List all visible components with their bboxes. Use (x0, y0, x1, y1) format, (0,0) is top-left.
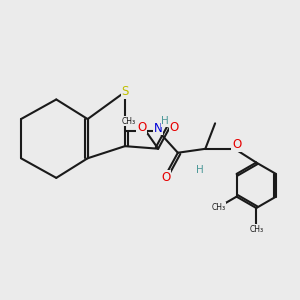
Text: CH₃: CH₃ (249, 225, 263, 234)
Text: O: O (169, 121, 178, 134)
Text: CH₃: CH₃ (122, 117, 136, 126)
Text: S: S (121, 85, 129, 98)
Text: O: O (161, 171, 171, 184)
Text: H: H (196, 165, 203, 176)
Text: O: O (232, 138, 241, 152)
Text: H: H (161, 116, 169, 126)
Text: N: N (154, 122, 163, 134)
Text: CH₃: CH₃ (211, 203, 225, 212)
Text: O: O (137, 121, 146, 134)
